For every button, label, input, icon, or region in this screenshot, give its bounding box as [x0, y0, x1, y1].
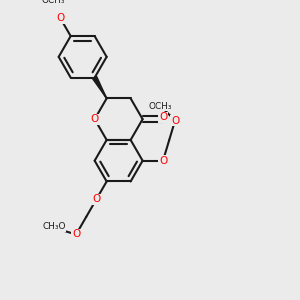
Polygon shape	[93, 76, 106, 98]
Text: CH₃O: CH₃O	[42, 222, 65, 231]
Text: O: O	[159, 156, 167, 166]
Text: O: O	[171, 116, 179, 125]
Text: OCH₃: OCH₃	[41, 0, 65, 5]
Text: O: O	[91, 114, 99, 124]
Text: O: O	[159, 112, 167, 122]
Text: O: O	[72, 230, 80, 239]
Text: O: O	[56, 14, 64, 23]
Text: O: O	[92, 194, 101, 204]
Text: OCH₃: OCH₃	[149, 102, 172, 111]
